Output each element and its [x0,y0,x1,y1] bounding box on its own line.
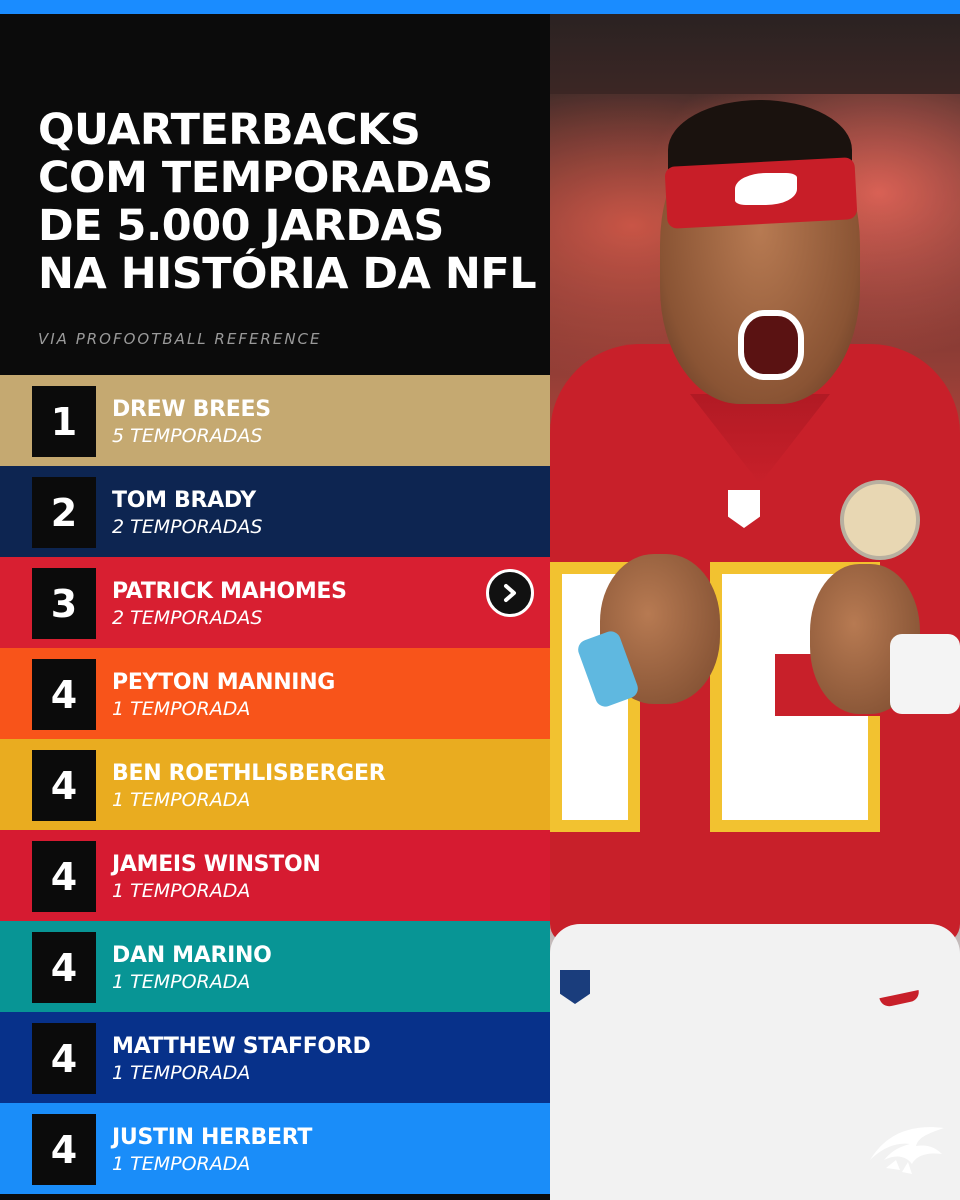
season-count: 1 TEMPORADA [112,1062,251,1084]
top-accent-bar [0,0,960,14]
player-mouth [738,310,804,380]
player-name: BEN ROETHLISBERGER [112,761,386,786]
rank-badge: 1 [32,386,96,457]
player-name: JUSTIN HERBERT [112,1125,313,1150]
title-line-4: NA HISTÓRIA DA NFL [38,249,537,299]
ranking-row-2: 2 TOM BRADY 2 TEMPORADAS [0,466,550,557]
season-count: 2 TEMPORADAS [112,607,263,629]
season-count: 1 TEMPORADA [112,698,251,720]
ranking-row-3: 3 PATRICK MAHOMES 2 TEMPORADAS [0,557,550,648]
title-line-2: COM TEMPORADAS [38,153,493,203]
player-name: TOM BRADY [112,488,256,513]
rank-badge: 4 [32,659,96,730]
eagle-logo-icon [870,1127,944,1174]
rank-badge: 4 [32,932,96,1003]
player-name: PEYTON MANNING [112,670,336,695]
player-name: MATTHEW STAFFORD [112,1034,371,1059]
ranking-row-4: 4 PEYTON MANNING 1 TEMPORADA [0,648,550,739]
ranking-row-1: 1 DREW BREES 5 TEMPORADAS [0,375,550,466]
rank-badge: 4 [32,841,96,912]
rank-badge: 4 [32,1023,96,1094]
player-photo [550,14,960,1200]
season-count: 1 TEMPORADA [112,880,251,902]
rank-badge: 4 [32,1114,96,1185]
captain-patch [840,480,920,560]
chevron-right-icon [504,584,516,602]
ranking-row-9: 4 JUSTIN HERBERT 1 TEMPORADA [0,1103,550,1194]
rank-badge: 4 [32,750,96,821]
page-title: QUARTERBACKS COM TEMPORADAS DE 5.000 JAR… [38,106,538,298]
title-line-1: QUARTERBACKS [38,105,421,155]
ranking-row-8: 4 MATTHEW STAFFORD 1 TEMPORADA [0,1012,550,1103]
player-name: JAMEIS WINSTON [112,852,321,877]
player-name: DREW BREES [112,397,271,422]
ranking-list: 1 DREW BREES 5 TEMPORADAS 2 TOM BRADY 2 … [0,375,550,1194]
rank-badge: 2 [32,477,96,548]
season-count: 1 TEMPORADA [112,971,251,993]
season-count: 5 TEMPORADAS [112,425,263,447]
title-line-3: DE 5.000 JARDAS [38,201,444,251]
wristband-right [890,634,960,714]
ranking-row-7: 4 DAN MARINO 1 TEMPORADA [0,921,550,1012]
season-count: 1 TEMPORADA [112,789,251,811]
season-count: 2 TEMPORADAS [112,516,263,538]
player-name: DAN MARINO [112,943,272,968]
ranking-row-5: 4 BEN ROETHLISBERGER 1 TEMPORADA [0,739,550,830]
ranking-row-6: 4 JAMEIS WINSTON 1 TEMPORADA [0,830,550,921]
player-name: PATRICK MAHOMES [112,579,347,604]
season-count: 1 TEMPORADA [112,1153,251,1175]
next-arrow-button[interactable] [486,569,534,617]
rank-badge: 3 [32,568,96,639]
team-logo-icon [732,170,800,208]
source-credit: VIA PROFOOTBALL REFERENCE [38,330,322,348]
